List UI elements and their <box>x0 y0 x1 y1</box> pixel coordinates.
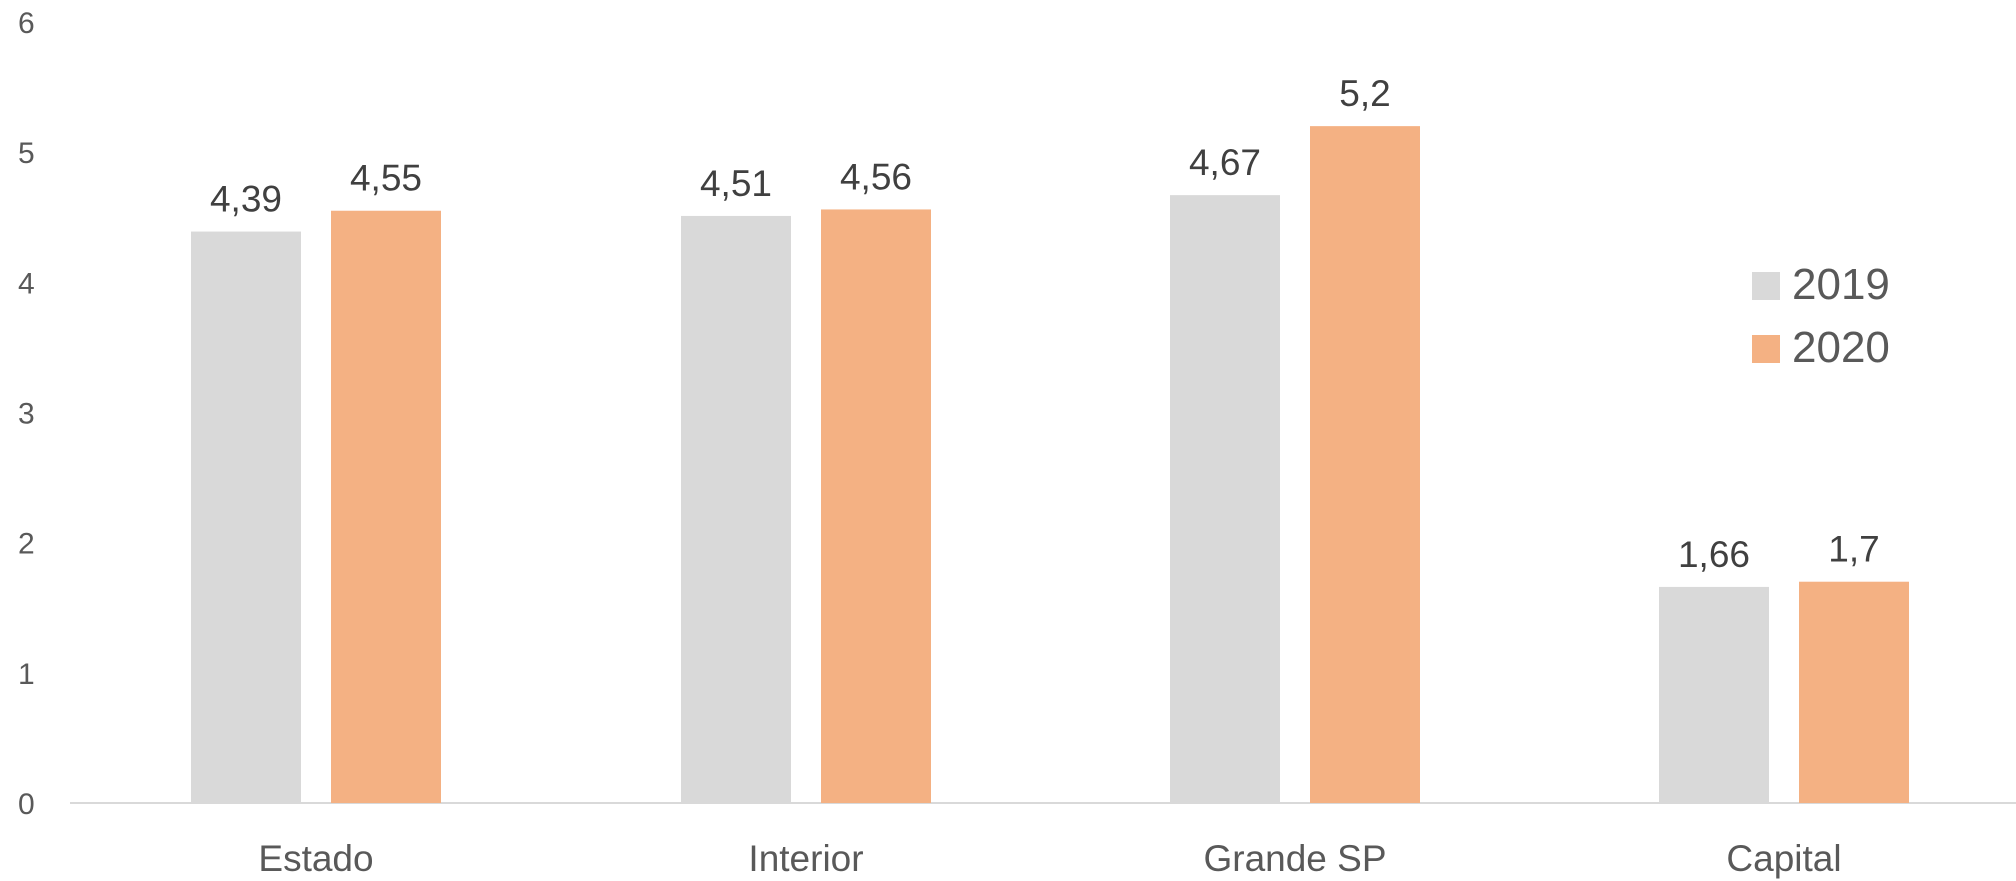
y-tick-label: 5 <box>18 137 35 170</box>
data-label: 4,39 <box>210 179 282 220</box>
bar-2019-estado <box>191 231 301 803</box>
x-category-label: Capital <box>1726 838 1841 879</box>
data-labels-group: 4,39 4,55 4,51 4,56 4,67 5,2 1,66 1,7 <box>210 73 1880 575</box>
y-tick-label: 1 <box>18 658 35 691</box>
data-label: 4,56 <box>840 156 912 197</box>
bar-2020-grande-sp <box>1310 126 1420 804</box>
data-label: 1,66 <box>1678 534 1750 575</box>
bar-2020-estado <box>331 210 441 803</box>
bar-2019-grande-sp <box>1170 195 1280 803</box>
y-axis-ticks: 0 1 2 3 4 5 6 <box>18 7 35 821</box>
y-tick-label: 4 <box>18 267 35 300</box>
legend-swatch-2019 <box>1752 272 1780 300</box>
bars-group <box>191 126 1909 804</box>
legend: 2019 2020 <box>1752 260 1890 372</box>
x-axis-categories: Estado Interior Grande SP Capital <box>258 838 1841 879</box>
data-label: 4,51 <box>700 163 772 204</box>
y-tick-label: 3 <box>18 398 35 431</box>
x-category-label: Grande SP <box>1203 838 1386 879</box>
bar-2019-interior <box>681 215 791 803</box>
legend-swatch-2020 <box>1752 335 1780 363</box>
y-tick-label: 0 <box>18 788 35 821</box>
bar-2020-capital <box>1799 581 1909 803</box>
data-label: 4,67 <box>1189 142 1261 183</box>
y-tick-label: 6 <box>18 7 35 40</box>
legend-label: 2019 <box>1792 260 1890 309</box>
y-tick-label: 2 <box>18 528 35 561</box>
data-label: 5,2 <box>1339 73 1390 114</box>
data-label: 1,7 <box>1828 529 1879 570</box>
bar-2019-capital <box>1659 586 1769 803</box>
x-category-label: Estado <box>258 838 373 879</box>
x-category-label: Interior <box>748 838 863 879</box>
bar-2020-interior <box>821 209 931 803</box>
data-label: 4,55 <box>350 158 422 199</box>
legend-label: 2020 <box>1792 323 1890 372</box>
